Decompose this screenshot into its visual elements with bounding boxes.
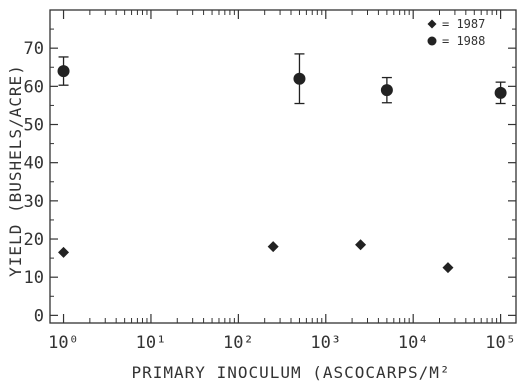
plot-frame bbox=[49, 9, 517, 324]
data-point-1987 bbox=[267, 241, 279, 253]
y-tick-label: 60 bbox=[24, 77, 44, 97]
legend-label: = 1988 bbox=[442, 34, 485, 48]
legend-marker-diamond bbox=[427, 19, 437, 29]
y-tick-label: 50 bbox=[24, 116, 44, 136]
data-point-1988 bbox=[57, 65, 70, 78]
legend: = 1987 = 1988 bbox=[427, 17, 485, 48]
data-point-1988 bbox=[293, 72, 306, 85]
data-point-1988 bbox=[494, 86, 507, 99]
y-tick-label: 40 bbox=[24, 154, 44, 174]
x-tick-label: 10⁰ bbox=[48, 333, 79, 353]
data-point-1987 bbox=[355, 239, 367, 251]
axis-ticks: 0 10 20 30 40 50 60 70 10⁰ 10¹ 10² 10³ 10⁴ 10⁵ bbox=[24, 10, 516, 353]
y-tick-label: 70 bbox=[24, 39, 44, 59]
legend-marker-circle bbox=[427, 36, 437, 46]
x-tick-label: 10⁵ bbox=[485, 333, 516, 353]
legend-label: = 1987 bbox=[442, 17, 485, 31]
data-point-1988 bbox=[380, 84, 393, 97]
y-tick-label: 20 bbox=[24, 230, 44, 250]
y-tick-label: 0 bbox=[34, 306, 44, 326]
y-axis-title: YIELD (BUSHELS/ACRE) bbox=[6, 64, 25, 277]
plot-axes bbox=[49, 9, 517, 324]
data-point-1987 bbox=[58, 246, 70, 258]
x-tick-label: 10⁴ bbox=[398, 333, 429, 353]
x-tick-label: 10³ bbox=[310, 333, 341, 353]
y-tick-label: 10 bbox=[24, 268, 44, 288]
x-tick-label: 10² bbox=[223, 333, 254, 353]
x-axis-title: PRIMARY INOCULUM (ASCOCARPS/M² bbox=[132, 363, 451, 382]
data-marks bbox=[57, 53, 507, 274]
y-tick-label: 30 bbox=[24, 192, 44, 212]
x-tick-label: 10¹ bbox=[136, 333, 167, 353]
data-point-1987 bbox=[442, 262, 454, 274]
